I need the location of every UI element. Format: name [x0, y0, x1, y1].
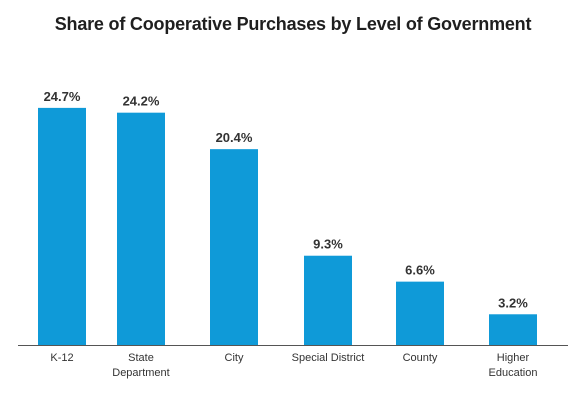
category-label: K-12 — [50, 352, 73, 364]
category-label: County — [403, 352, 438, 364]
data-label: 24.2% — [123, 94, 160, 109]
bar — [38, 107, 86, 345]
category-label: Education — [489, 367, 538, 379]
category-label: Department — [112, 367, 169, 379]
bar — [117, 112, 165, 346]
bar — [304, 255, 352, 345]
category-label: City — [225, 352, 244, 364]
category-label: Higher — [497, 352, 530, 364]
data-label: 9.3% — [313, 237, 343, 252]
data-label: 6.6% — [405, 263, 435, 278]
data-label: 3.2% — [498, 295, 528, 310]
bar — [489, 314, 537, 345]
category-label: Special District — [292, 352, 365, 364]
bar — [210, 149, 258, 345]
bar — [396, 281, 444, 345]
data-label: 24.7% — [44, 89, 81, 104]
category-label: State — [128, 352, 154, 364]
chart-title: Share of Cooperative Purchases by Level … — [54, 14, 532, 34]
data-label: 20.4% — [216, 130, 253, 145]
